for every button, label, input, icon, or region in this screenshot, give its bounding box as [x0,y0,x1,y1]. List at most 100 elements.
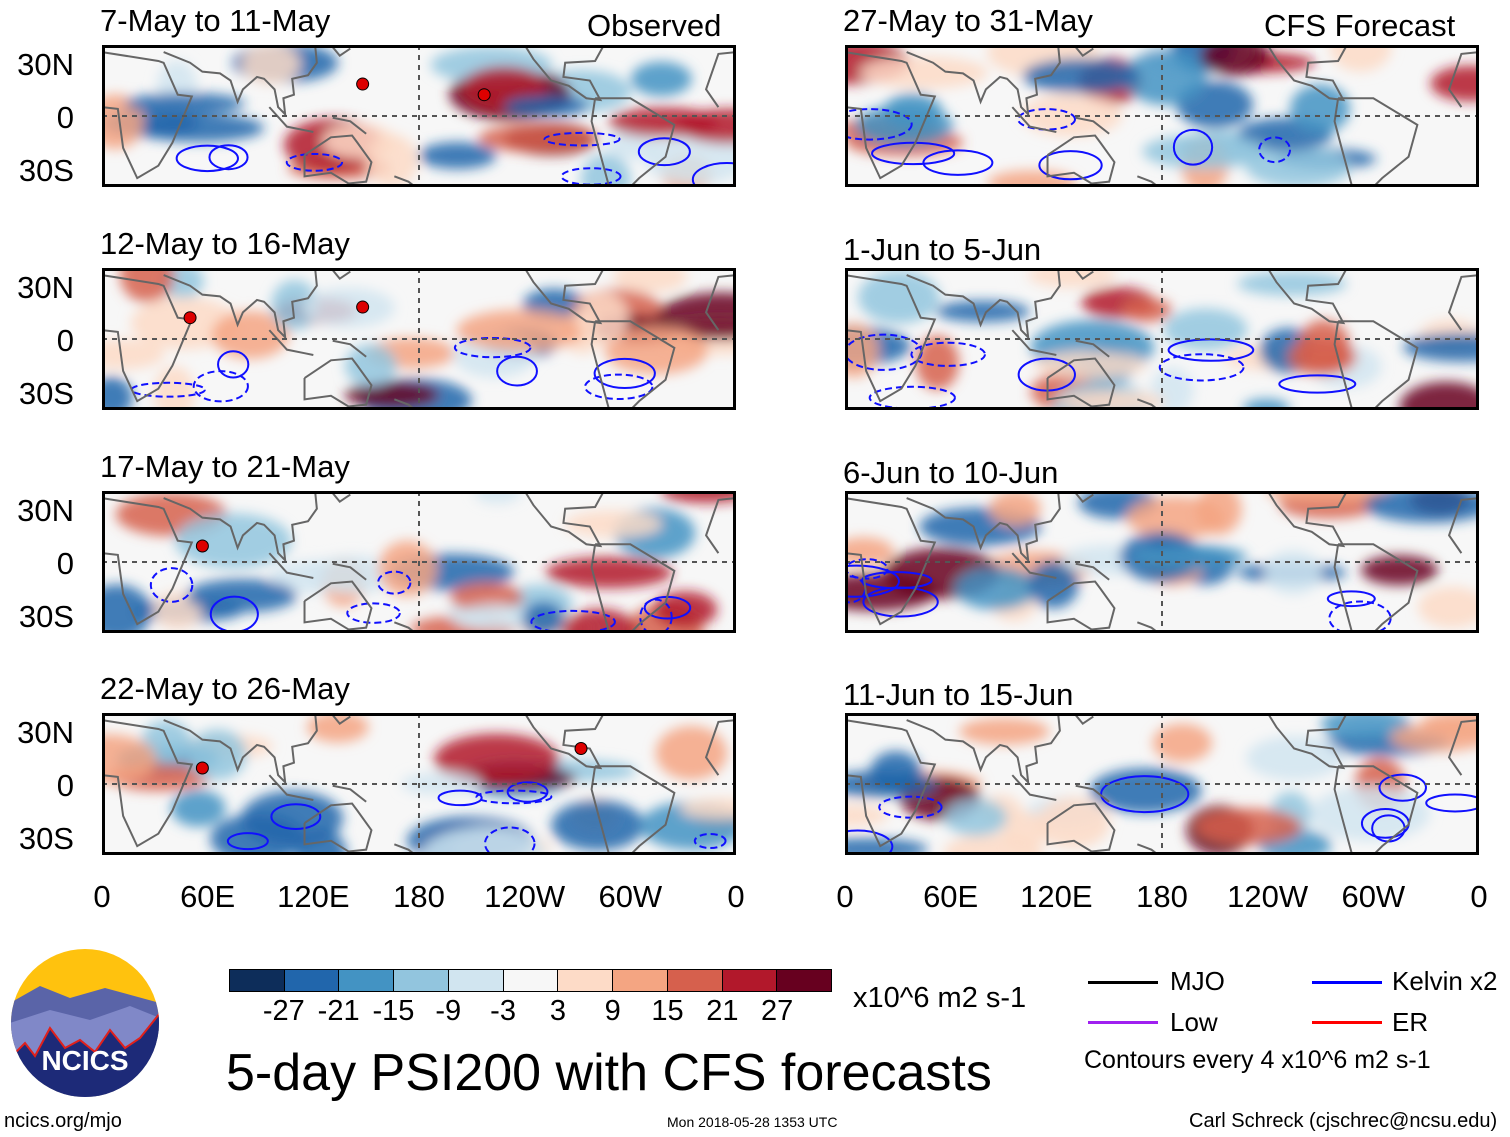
coastline [332,562,367,581]
anomaly-blob [1142,133,1268,169]
kelvin-contour [192,370,249,403]
x-axis-label: 60E [923,879,979,914]
coastline [163,45,318,117]
coastline [845,719,937,848]
anomaly-blob [1036,797,1111,849]
anomaly-blob [186,578,297,613]
coastline [845,51,937,180]
colorbar-swatch [448,970,504,991]
kelvin-contour [560,167,622,186]
coastline [330,491,351,503]
kelvin-contour [484,826,536,855]
colorbar-swatch [230,970,285,991]
anomaly-blob [344,344,397,387]
anomaly-blob [365,134,418,187]
coastline [330,45,351,57]
y-axis-label: 30N [17,47,74,82]
footer-url[interactable]: ncics.org/mjo [4,1110,122,1132]
anomaly-blob [174,513,292,569]
coastline [332,339,367,358]
anomaly-blob [562,608,638,633]
y-axis-label: 0 [56,100,74,135]
tropical-cyclone-icon [195,761,209,775]
panel-title: 7-May to 11-May [100,3,331,38]
kelvin-contour [639,598,673,633]
coastline [1075,784,1110,803]
logo-text: NCICS [41,1045,128,1076]
panel-frame [102,45,736,187]
kelvin-contour [208,144,249,171]
colorbar-tick-label: -27 [262,995,305,1027]
colorbar-swatch [613,970,668,991]
coastline [590,543,676,633]
coastline [1075,116,1110,135]
colorbar-swatch [284,970,340,991]
colorbar-tick-label: 3 [549,995,566,1027]
anomaly-blob [845,537,895,566]
anomaly-blob [478,124,598,153]
panel-title: 27-May to 31-May [843,3,1093,38]
colorbar-units: x10^6 m2 s-1 [853,982,1027,1014]
coastline [590,97,676,187]
coastline [1073,491,1094,503]
map-panel [102,268,736,410]
panel-frame [845,45,1479,187]
anomaly-blob [551,800,645,851]
coastline [1073,713,1094,725]
ncics-logo: NCICS [11,949,159,1097]
coastline [704,719,736,776]
anomaly-blob [434,733,560,785]
anomaly-blob [915,335,960,390]
y-axis-label: 0 [56,323,74,358]
anomaly-blob [102,376,133,410]
figure-title: 5-day PSI200 with CFS forecasts [226,1044,992,1102]
anomaly-blob [241,45,301,85]
kelvin-contour [845,108,913,141]
y-axis-label: 0 [56,546,74,581]
kelvin-contour [175,144,239,173]
coastline [704,51,736,108]
anomaly-blob [612,268,688,293]
coastline [523,491,605,548]
coastline [704,274,736,331]
anomaly-blob [680,797,736,820]
anomaly-blob [1124,49,1207,106]
coastline [303,357,373,408]
coastline [1075,562,1110,581]
y-axis-label: 30S [18,376,74,411]
anomaly-blob [456,309,586,352]
coastline [332,116,367,135]
legend-line-er [1312,1021,1382,1024]
panel-frame [845,268,1479,410]
anomaly-blob [307,713,369,743]
kelvin-contour [543,131,621,147]
panel-frame [102,491,736,633]
x-axis-label: 120W [1227,879,1309,914]
coastline [1046,357,1116,408]
coastline [1266,268,1348,325]
coastline [163,491,318,563]
kelvin-contour [1017,108,1077,131]
anomaly-blob [643,132,736,185]
panel-title: 1-Jun to 5-Jun [843,232,1042,267]
coastline [268,329,314,356]
kelvin-contour [871,141,956,166]
legend-label-er: ER [1392,1007,1429,1037]
y-axis-label: 0 [56,768,74,803]
coastline [906,268,1061,340]
anomaly-blob [102,584,152,633]
anomaly-blob [676,108,736,144]
coastline [906,45,1061,117]
legend-label-kelvin: Kelvin x2 [1392,966,1498,996]
legend-label-low: Low [1170,1007,1218,1037]
tropical-cyclone-icon [574,742,588,755]
coastline [268,552,314,579]
map-panel [845,268,1479,410]
coastline [332,784,367,803]
coastline [1011,329,1057,356]
anomaly-blob [454,603,538,631]
x-axis-label: 60W [598,879,663,914]
colorbar-swatch [503,970,559,991]
kelvin-contour [1172,128,1214,166]
coastline [102,497,194,626]
